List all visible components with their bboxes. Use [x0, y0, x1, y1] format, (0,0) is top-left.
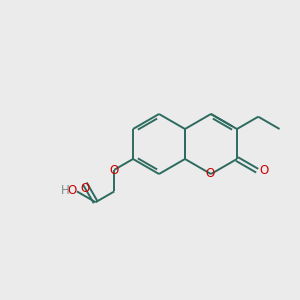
- Text: O: O: [68, 184, 77, 197]
- Text: O: O: [206, 167, 215, 180]
- Text: O: O: [109, 164, 118, 177]
- Text: H: H: [61, 184, 69, 197]
- Text: O: O: [80, 182, 89, 195]
- Text: O: O: [259, 164, 268, 177]
